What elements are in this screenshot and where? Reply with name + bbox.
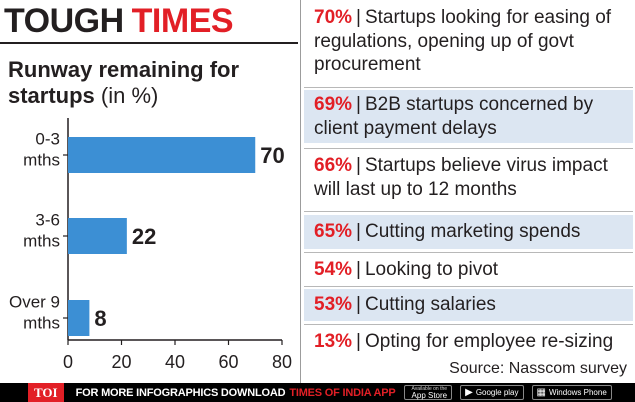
stat-item: 13% | Opting for employee re-sizing — [304, 330, 633, 354]
category-label: Over 9 — [9, 293, 60, 312]
x-tick-label: 80 — [272, 352, 292, 372]
stat-separator: | — [356, 155, 361, 176]
stats-panel: 70% | Startups looking for easing of regul… — [302, 0, 635, 383]
stat-item: 66% | Startups believe virus impact will l… — [304, 154, 633, 201]
play-icon: ▶ — [465, 386, 473, 398]
value-label: 8 — [94, 306, 106, 331]
stat-separator: | — [356, 94, 361, 115]
store-label: App Store — [411, 390, 448, 400]
stat-text: Opting for employee re-sizing — [364, 331, 614, 352]
app-store-badge[interactable]: Available on the App Store — [403, 385, 453, 400]
category-label: mths — [23, 314, 60, 333]
stat-item: 69% | B2B startups concerned by client pay… — [304, 90, 633, 143]
headline: TOUGH TIMES — [4, 2, 234, 40]
stat-separator: | — [356, 7, 361, 28]
headline-rule — [0, 42, 298, 44]
footer-cta-text: FOR MORE INFOGRAPHICS DOWNLOAD — [75, 386, 286, 399]
store-label: Google play — [475, 387, 519, 397]
stat-separator: | — [356, 259, 361, 280]
stat-item: 53% | Cutting salaries — [304, 289, 633, 321]
source-note: Source: Nasscom survey — [449, 360, 627, 377]
value-label: 22 — [132, 224, 156, 249]
x-tick-label: 0 — [63, 352, 73, 372]
x-tick-label: 20 — [111, 352, 131, 372]
chart-title-unit: (in %) — [100, 83, 159, 108]
stat-text: B2B startups concerned by client payment… — [314, 94, 594, 139]
divider-line — [304, 87, 633, 88]
stat-percent: 54% — [314, 259, 353, 280]
stat-text: Startups looking for easing of regulatio… — [314, 7, 612, 75]
divider-line — [304, 286, 633, 287]
stat-text: Looking to pivot — [364, 259, 499, 280]
stat-item: 54% | Looking to pivot — [304, 258, 633, 282]
toi-logo: TOI — [28, 383, 64, 402]
stat-percent: 53% — [314, 294, 353, 315]
panel-divider — [300, 0, 301, 383]
bar — [68, 300, 90, 336]
divider-line — [304, 211, 633, 212]
bar — [68, 137, 256, 173]
bar — [68, 218, 127, 254]
category-label: mths — [23, 232, 60, 251]
category-label: mths — [23, 151, 60, 170]
chart-panel: TOUGH TIMES Runway remaining for startups… — [0, 0, 300, 383]
stat-percent: 69% — [314, 94, 353, 115]
footer-app-name: TIMES OF INDIA APP — [289, 386, 396, 399]
store-small-text: Available on the — [411, 385, 448, 392]
stat-percent: 65% — [314, 221, 353, 242]
divider-line — [304, 324, 633, 325]
windows-phone-badge[interactable]: ▦ Windows Phone — [531, 385, 612, 400]
stat-text: Cutting salaries — [364, 294, 496, 315]
stat-percent: 70% — [314, 7, 353, 28]
divider-line — [304, 148, 633, 149]
stat-percent: 13% — [314, 331, 353, 352]
stat-text: Startups believe virus impact will last … — [314, 155, 608, 200]
stat-separator: | — [356, 331, 361, 352]
x-tick-label: 60 — [218, 352, 238, 372]
x-tick-label: 40 — [165, 352, 185, 372]
headline-word-times: TIMES — [131, 2, 234, 40]
chart-title: Runway remaining for startups (in %) — [8, 57, 293, 109]
headline-word-tough: TOUGH — [4, 2, 124, 40]
stat-text: Cutting marketing spends — [364, 221, 581, 242]
stat-separator: | — [356, 294, 361, 315]
category-label: 0-3 — [35, 130, 60, 149]
stat-percent: 66% — [314, 155, 353, 176]
chart-title-main: Runway remaining for startups — [8, 57, 240, 108]
stat-separator: | — [356, 221, 361, 242]
windows-icon: ▦ — [536, 386, 546, 398]
stat-item: 70% | Startups looking for easing of regul… — [304, 6, 633, 77]
google-play-badge[interactable]: ▶ Google play — [460, 385, 524, 400]
category-label: 3-6 — [35, 211, 60, 230]
footer-cta[interactable]: FOR MORE INFOGRAPHICS DOWNLOAD TIMES OF I… — [76, 387, 396, 399]
footer-banner: TOI FOR MORE INFOGRAPHICS DOWNLOAD TIMES … — [0, 383, 635, 402]
stat-item: 65% | Cutting marketing spends — [304, 215, 633, 249]
divider-line — [304, 252, 633, 253]
value-label: 70 — [260, 143, 284, 168]
store-label: Windows Phone — [548, 387, 607, 397]
